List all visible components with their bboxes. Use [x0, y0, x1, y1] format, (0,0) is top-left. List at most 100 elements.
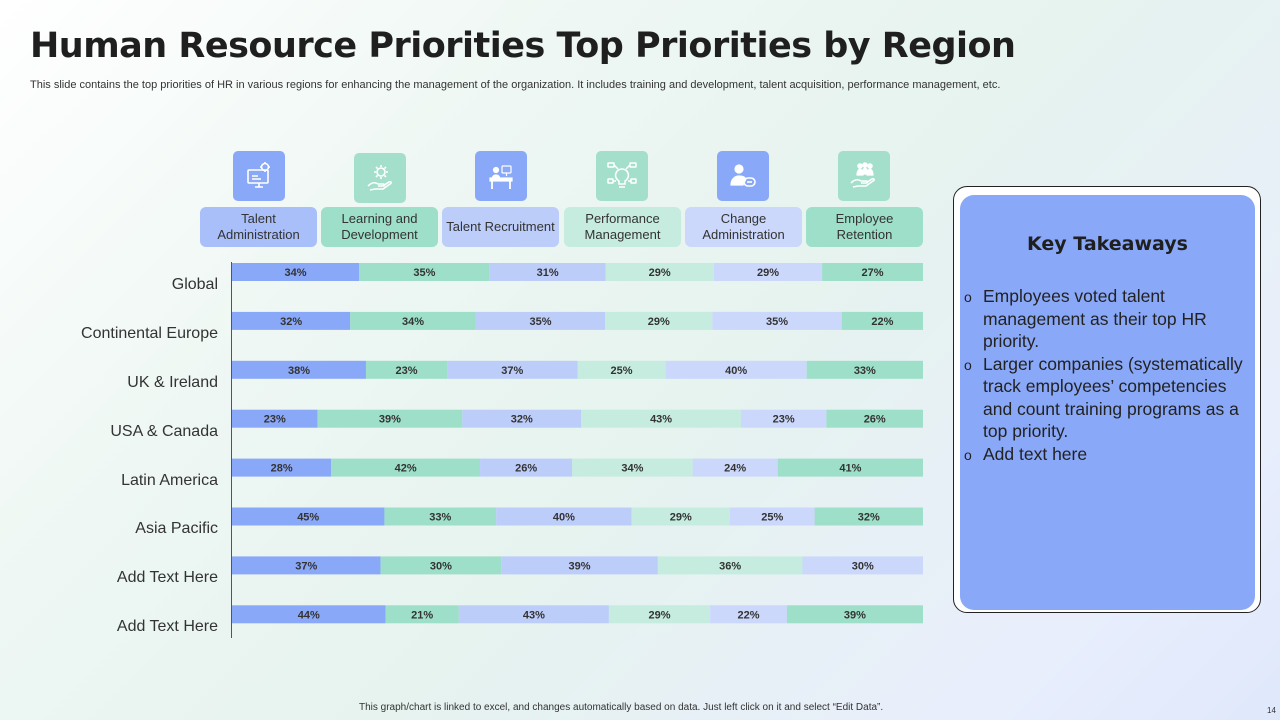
bar-segment	[475, 311, 606, 330]
bar-value-label: 29%	[649, 267, 671, 279]
bar-value-label: 23%	[773, 414, 795, 426]
bar-segment	[777, 458, 923, 477]
bar-segment	[232, 311, 351, 330]
bar-value-label: 39%	[568, 560, 590, 572]
bar-segment	[232, 458, 332, 477]
bar-value-label: 29%	[648, 609, 670, 621]
bar-value-label: 21%	[411, 609, 433, 621]
bar-value-label: 22%	[737, 609, 759, 621]
footer-note: This graph/chart is linked to excel, and…	[359, 702, 884, 713]
region-label-latin-america: Latin America	[121, 472, 218, 489]
category-label-performance-management: Performance Management	[564, 207, 681, 247]
bar-value-label: 32%	[511, 414, 533, 426]
bar-value-label: 43%	[650, 414, 672, 426]
bar-segment	[631, 507, 730, 526]
bar-value-label: 33%	[429, 512, 451, 524]
bar-value-label: 42%	[395, 463, 417, 475]
region-label-global: Global	[171, 276, 218, 293]
bar-segment	[605, 263, 714, 281]
takeaways-list: o Employees voted talent management as th…	[962, 285, 1247, 465]
bar-value-label: 29%	[670, 512, 692, 524]
category-label-employee-retention: Employee Retention	[806, 207, 923, 247]
bar-segment	[496, 507, 632, 526]
bar-value-label: 32%	[280, 316, 302, 328]
bar-value-label: 25%	[761, 512, 783, 524]
bar-segment	[462, 409, 582, 428]
change-administration-icon-tile	[717, 151, 769, 201]
gear-monitor-icon	[247, 162, 270, 188]
bar-value-label: 25%	[611, 365, 633, 377]
bar-value-label: 24%	[724, 463, 746, 475]
person-change-icon	[730, 164, 756, 187]
region-label-uk-ireland: UK & Ireland	[127, 374, 218, 391]
page-title: Human Resource Priorities Top Priorities…	[30, 26, 1016, 66]
chart-axis-line	[231, 262, 232, 638]
bar-segment	[581, 409, 741, 428]
bar-value-label: 37%	[295, 560, 317, 572]
bar-segment	[232, 605, 386, 624]
hand-people-icon	[850, 162, 875, 188]
bar-value-label: 35%	[766, 316, 788, 328]
takeaway-item: o Larger companies (systematically track …	[964, 353, 1243, 442]
bar-value-label: 22%	[871, 316, 893, 328]
bar-segment	[806, 360, 923, 379]
page-number: 14	[1267, 706, 1276, 715]
talent-administration-icon-tile	[233, 151, 285, 201]
bar-segment	[385, 605, 459, 624]
bar-segment	[458, 605, 609, 624]
bar-segment	[384, 507, 497, 526]
bar-value-label: 30%	[430, 560, 452, 572]
learning-development-icon-tile	[354, 153, 406, 203]
bar-segment	[710, 605, 787, 624]
bar-segment	[232, 263, 359, 281]
bar-segment	[232, 507, 385, 526]
bar-segment	[822, 263, 923, 281]
bar-value-label: 31%	[537, 267, 559, 279]
bar-segment	[350, 311, 476, 330]
bar-segment	[447, 360, 578, 379]
category-label-talent-administration: Talent Administration	[200, 207, 317, 247]
bar-value-label: 32%	[858, 512, 880, 524]
bar-value-label: 36%	[719, 560, 741, 572]
bar-segment	[605, 311, 713, 330]
bar-segment	[740, 409, 827, 428]
bar-segment	[232, 556, 381, 575]
bar-value-label: 23%	[395, 365, 417, 377]
bar-segment	[577, 360, 666, 379]
hand-gear-icon	[367, 165, 392, 191]
bar-value-label: 35%	[413, 267, 435, 279]
bar-value-label: 29%	[648, 316, 670, 328]
bar-value-label: 41%	[839, 463, 861, 475]
bar-segment	[365, 360, 448, 379]
bar-segment	[232, 409, 318, 428]
bar-segment	[608, 605, 711, 624]
bar-segment	[692, 458, 778, 477]
desk-recruitment-icon	[489, 165, 513, 189]
performance-management-icon-tile	[596, 151, 648, 201]
region-label-asia-pacific: Asia Pacific	[135, 520, 218, 537]
bar-segment	[501, 556, 658, 575]
category-label-learning-development: Learning and Development	[321, 207, 438, 247]
bar-segment	[786, 605, 923, 624]
bar-value-label: 43%	[523, 609, 545, 621]
bar-value-label: 38%	[288, 365, 310, 377]
bar-segment	[665, 360, 807, 379]
bar-segment	[358, 263, 490, 281]
takeaway-item: o Employees voted talent management as th…	[964, 286, 1207, 351]
employee-retention-icon-tile	[838, 151, 890, 201]
bar-value-label: 27%	[862, 267, 884, 279]
takeaway-item: o Add text here	[964, 443, 1088, 464]
bar-value-label: 45%	[297, 512, 319, 524]
takeaways-title: Key Takeaways	[1027, 233, 1188, 255]
category-label-change-administration: Change Administration	[685, 207, 802, 247]
talent-recruitment-icon-tile	[475, 151, 527, 201]
bar-segment	[489, 263, 606, 281]
bar-value-label: 40%	[553, 512, 575, 524]
takeaways-panel: Key Takeaways o Employees voted talent ma…	[960, 195, 1255, 610]
bar-value-label: 26%	[515, 463, 537, 475]
category-label-talent-recruitment: Talent Recruitment	[442, 207, 559, 247]
bar-value-label: 30%	[852, 560, 874, 572]
bar-value-label: 39%	[379, 414, 401, 426]
region-label-continental-europe: Continental Europe	[81, 325, 218, 342]
idea-network-icon	[607, 162, 637, 188]
